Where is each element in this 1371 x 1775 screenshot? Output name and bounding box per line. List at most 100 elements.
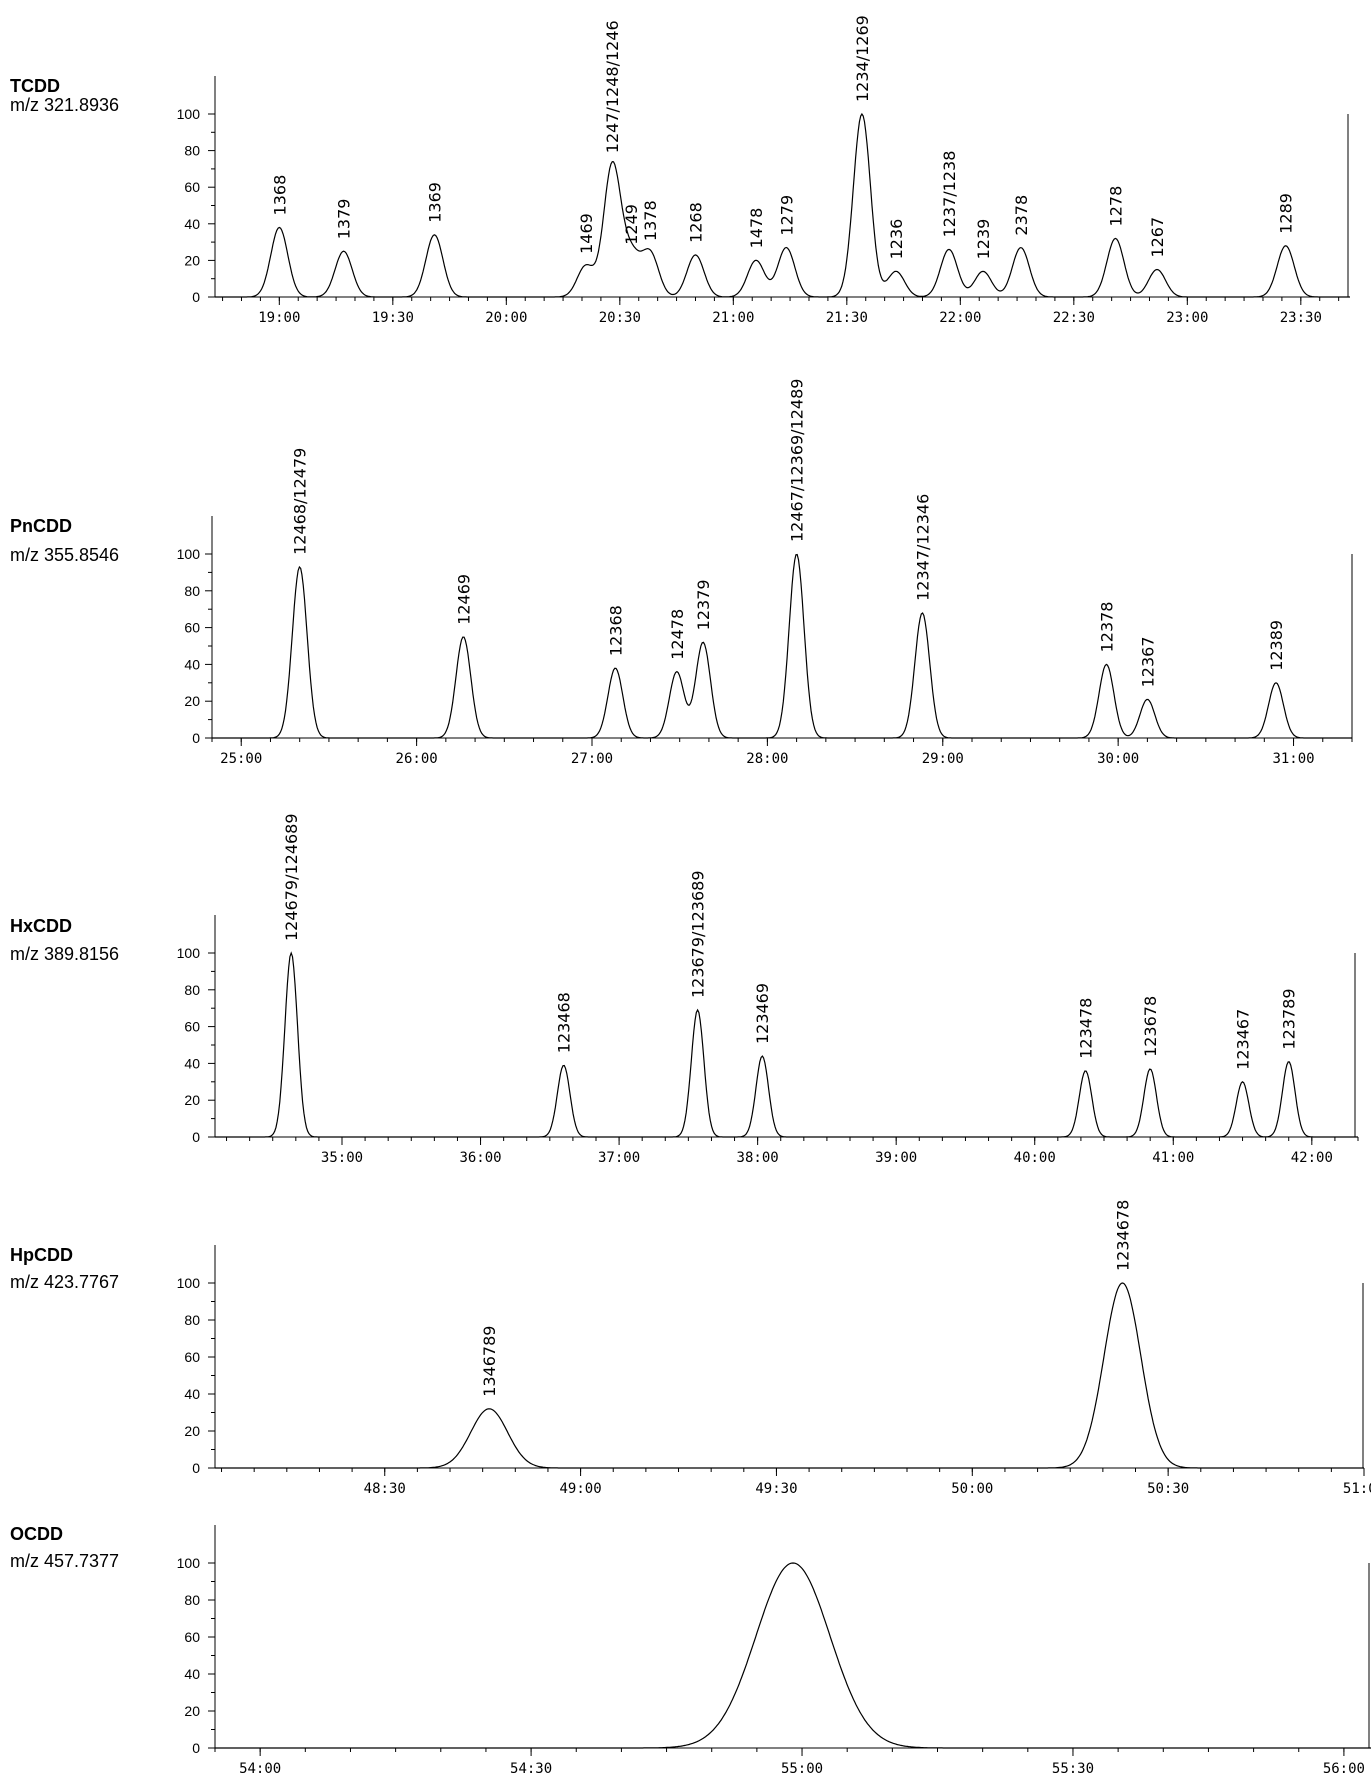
peak-label: 123478	[1077, 998, 1096, 1059]
peak-label: 12478	[668, 609, 687, 660]
x-tick-label: 19:00	[258, 310, 300, 326]
x-tick-label: 48:30	[364, 1481, 406, 1497]
x-tick-label: 28:00	[746, 751, 788, 767]
y-tick-label: 80	[184, 143, 200, 159]
x-tick-label: 27:00	[571, 751, 613, 767]
x-tick-label: 22:30	[1053, 310, 1095, 326]
peak-label: 1469	[577, 213, 596, 254]
peak-label: 12367	[1138, 636, 1157, 687]
y-tick-label: 100	[177, 945, 201, 961]
peak-label: 1346789	[480, 1326, 499, 1397]
x-tick-label: 21:30	[826, 310, 868, 326]
y-tick-label: 20	[184, 1703, 200, 1719]
peak-label: 124679/124689	[282, 813, 301, 941]
chart-panel-tcdd: 0 20 40 60 80 100 19:00 19:30 20:00 20:30 21:00 21:…	[177, 15, 1350, 326]
x-tick-label: 50:00	[951, 1481, 993, 1497]
y-tick-label: 80	[184, 982, 200, 998]
x-tick-label: 54:00	[239, 1761, 281, 1775]
y-tick-label: 0	[192, 1129, 200, 1145]
x-tick-label: 23:00	[1166, 310, 1208, 326]
x-tick-label: 49:30	[755, 1481, 797, 1497]
y-tick-label: 40	[184, 1666, 200, 1682]
peak-label: 1234/1269	[853, 15, 872, 102]
y-tick-label: 80	[184, 1312, 200, 1328]
peak-label: 12368	[606, 605, 625, 656]
panel-subtitle: m/z 423.7767	[10, 1272, 120, 1292]
peak-label: 1237/1238	[940, 151, 959, 238]
x-tick-label: 50:30	[1147, 1481, 1189, 1497]
chromatogram-trace	[215, 951, 1358, 1138]
peak-label: 123679/123689	[689, 870, 708, 998]
y-tick-label: 20	[184, 1423, 200, 1439]
panel-subtitle: m/z 321.8936	[10, 95, 120, 115]
peak-label: 1278	[1106, 186, 1125, 227]
chromatogram-trace	[215, 1282, 1364, 1469]
x-tick-label: 29:00	[922, 751, 964, 767]
chart-panel-hpcdd: 0 20 40 60 80 100 48:30 49:00 49:30 50:00 50:30 51:…	[177, 1200, 1371, 1497]
peak-label: 1239	[974, 219, 993, 260]
peak-label: 12469	[454, 574, 473, 625]
peak-label: 1234678	[1113, 1200, 1132, 1271]
peak-label: 123468	[555, 992, 574, 1053]
x-tick-label: 26:00	[396, 751, 438, 767]
peak-label: 123678	[1141, 996, 1160, 1057]
x-tick-label: 37:00	[598, 1150, 640, 1166]
x-tick-label: 20:00	[485, 310, 527, 326]
y-tick-label: 100	[177, 1275, 201, 1291]
peak-label: 12468/12479	[291, 448, 310, 555]
peak-label: 1369	[425, 182, 444, 223]
y-tick-label: 0	[192, 1740, 200, 1756]
y-tick-label: 40	[184, 1055, 200, 1071]
peak-label: 123469	[753, 983, 772, 1044]
x-tick-label: 19:30	[372, 310, 414, 326]
x-tick-label: 31:00	[1272, 751, 1314, 767]
chart-panel-pncdd: 0 20 40 60 80 100 25:00 26:00 27:00 28:00 29:00 30:…	[177, 379, 1353, 767]
x-tick-label: 25:00	[220, 751, 262, 767]
x-tick-label: 40:00	[1014, 1150, 1056, 1166]
y-tick-label: 20	[184, 1092, 200, 1108]
peak-label: 12347/12346	[913, 494, 932, 601]
peak-label: 2378	[1012, 195, 1031, 236]
y-tick-label: 60	[184, 1349, 200, 1365]
peak-label: 123789	[1280, 988, 1299, 1049]
peak-label: 123467	[1234, 1009, 1253, 1070]
x-tick-label: 51:00	[1343, 1481, 1371, 1497]
chart-panel-ocdd: 0 20 40 60 80 100 54:00 54:30 55:00 55:30 56:00	[177, 1525, 1371, 1775]
peak-label: 12378	[1097, 601, 1116, 652]
x-tick-label: 49:00	[560, 1481, 602, 1497]
x-tick-label: 54:30	[510, 1761, 552, 1775]
peak-label: 1279	[777, 195, 796, 236]
y-tick-label: 80	[184, 583, 200, 599]
x-tick-label: 23:30	[1280, 310, 1322, 326]
y-tick-label: 100	[177, 106, 201, 122]
x-tick-label: 36:00	[459, 1150, 501, 1166]
x-tick-label: 55:00	[781, 1761, 823, 1775]
x-tick-label: 22:00	[939, 310, 981, 326]
panel-title: HpCDD	[10, 1245, 73, 1265]
x-tick-label: 39:00	[875, 1150, 917, 1166]
peak-label: 1268	[686, 202, 705, 243]
panel-subtitle: m/z 389.8156	[10, 944, 120, 964]
x-tick-label: 41:00	[1152, 1150, 1194, 1166]
peak-label: 1267	[1148, 217, 1167, 258]
y-tick-label: 0	[192, 1460, 200, 1476]
y-tick-label: 0	[192, 730, 200, 746]
y-tick-label: 40	[184, 1386, 200, 1402]
x-tick-label: 56:00	[1323, 1761, 1365, 1775]
x-tick-label: 30:00	[1097, 751, 1139, 767]
y-tick-label: 60	[184, 1019, 200, 1035]
y-tick-label: 40	[184, 216, 200, 232]
x-tick-label: 38:00	[737, 1150, 779, 1166]
panel-title: PnCDD	[10, 516, 72, 536]
y-tick-label: 60	[184, 179, 200, 195]
y-tick-label: 60	[184, 1629, 200, 1645]
chromatogram-trace	[212, 553, 1352, 739]
y-tick-label: 20	[184, 693, 200, 709]
peak-label: 1289	[1277, 193, 1296, 234]
y-tick-label: 100	[177, 1555, 201, 1571]
y-tick-label: 40	[184, 656, 200, 672]
x-tick-label: 21:00	[712, 310, 754, 326]
panel-subtitle: m/z 457.7377	[10, 1551, 120, 1571]
peak-label: 1249	[622, 204, 641, 245]
